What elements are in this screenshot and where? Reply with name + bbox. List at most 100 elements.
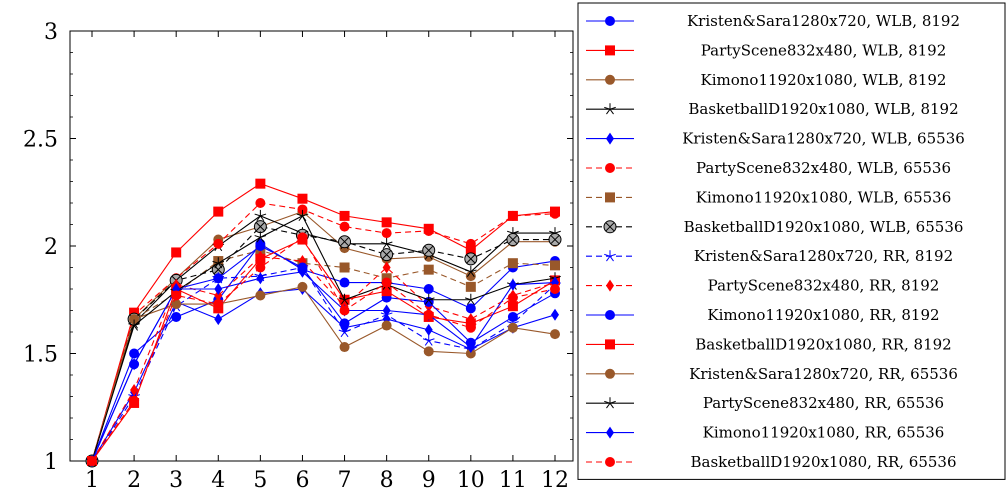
y-tick-label: 3 (44, 20, 58, 45)
data-point (171, 299, 182, 310)
data-point (382, 261, 391, 274)
data-point (422, 334, 435, 346)
data-point (130, 358, 139, 371)
legend-label: PartyScene832x480, WLB, 65536 (696, 159, 951, 177)
series-line (91, 202, 556, 462)
legend: Kristen&Sara1280x720, WLB, 8192 PartyScen… (577, 2, 1006, 480)
x-tick-label: 4 (211, 468, 225, 493)
series-line (91, 215, 556, 462)
data-point (213, 273, 224, 284)
series-14 (86, 209, 561, 467)
legend-marker (605, 339, 615, 350)
series-line (91, 271, 556, 462)
legend-entry: BasketballD1920x1080, RR, 65536 (586, 453, 957, 471)
data-point (87, 456, 97, 466)
data-point (423, 346, 434, 357)
legend-entry: Kimono11920x1080, RR, 8192 (586, 306, 940, 324)
legend-marker (605, 457, 615, 467)
data-point (422, 243, 436, 257)
series-16 (87, 232, 560, 466)
data-point (296, 209, 309, 222)
legend-label: BasketballD1920x1080, WLB, 8192 (688, 100, 958, 118)
data-point (298, 265, 307, 278)
data-point (548, 233, 562, 247)
data-point (213, 206, 224, 217)
x-tick-label: 5 (253, 468, 267, 493)
data-point (465, 281, 476, 292)
data-point (339, 221, 350, 232)
data-point (551, 308, 559, 321)
data-point (465, 322, 476, 333)
y-tick-label: 1 (44, 450, 58, 475)
legend-entry: BasketballD1920x1080, WLB, 65536 (586, 218, 963, 236)
data-point (255, 290, 266, 301)
data-point (297, 232, 308, 243)
legend-label: BasketballD1920x1080, RR, 65536 (690, 453, 956, 471)
legend-marker (605, 368, 615, 379)
series-1 (87, 238, 560, 466)
data-point (253, 220, 267, 234)
data-point (255, 253, 266, 264)
data-point (338, 235, 352, 249)
data-point (464, 293, 477, 305)
y-tick-label: 2 (44, 235, 58, 260)
data-point (255, 262, 266, 273)
legend-label: PartyScene832x480, WLB, 8192 (701, 41, 947, 59)
data-point (339, 262, 350, 273)
data-point (464, 252, 478, 266)
data-point (465, 303, 476, 314)
x-tick-label: 7 (338, 468, 352, 493)
legend-marker (606, 426, 614, 439)
data-point (339, 342, 350, 353)
series-line (91, 183, 556, 462)
x-tick-label: 1 (85, 468, 99, 493)
x-tick-label: 10 (457, 468, 485, 493)
legend-label: BasketballD1920x1080, WLB, 65536 (684, 218, 964, 236)
legend-label: Kimono11920x1080, WLB, 65536 (696, 188, 952, 206)
legend-label: Kimono11920x1080, WLB, 8192 (701, 71, 947, 89)
legend-marker (605, 45, 615, 56)
data-point (339, 210, 350, 221)
legend-entry: Kristen&Sara1280x720, WLB, 65536 (586, 130, 965, 148)
data-point (128, 319, 140, 331)
data-point (550, 260, 560, 271)
data-point (423, 264, 434, 275)
legend-entry: Kristen&Sara1280x720, RR, 65536 (586, 365, 958, 383)
data-point (381, 277, 392, 288)
legend-marker (603, 220, 617, 234)
legend-label: Kimono11920x1080, RR, 8192 (707, 306, 939, 324)
data-point (212, 257, 225, 269)
y-tick-label: 2.5 (23, 128, 58, 153)
data-point (213, 299, 224, 310)
legend-label: Kristen&Sara1280x720, WLB, 8192 (687, 12, 960, 30)
legend-entry: PartyScene832x480, WLB, 8192 (586, 41, 946, 59)
y-tick-label: 1.5 (23, 343, 58, 368)
data-point (171, 247, 182, 258)
legend-box (577, 2, 1006, 480)
data-point (465, 348, 476, 359)
legend-entry: BasketballD1920x1080, RR, 8192 (586, 335, 952, 353)
legend-entry: PartyScene832x480, WLB, 65536 (586, 159, 951, 177)
legend-marker (606, 279, 614, 292)
data-point (297, 193, 308, 204)
series-13 (87, 281, 560, 466)
data-point (464, 265, 477, 277)
data-point (256, 272, 265, 285)
series-line (91, 236, 556, 462)
series-line (91, 226, 555, 462)
series-9 (86, 261, 561, 467)
series-line (91, 245, 556, 462)
legend-marker (605, 192, 615, 203)
series-3 (87, 206, 560, 466)
legend-label: BasketballD1920x1080, RR, 8192 (695, 335, 951, 353)
data-point (339, 305, 350, 316)
series-10 (88, 250, 559, 467)
data-point (550, 329, 560, 340)
data-point (213, 238, 224, 249)
data-point (423, 284, 434, 294)
data-point (507, 258, 518, 269)
legend-marker (605, 163, 615, 173)
data-point (424, 323, 433, 336)
legend-entry: Kimono11920x1080, WLB, 65536 (586, 188, 951, 206)
